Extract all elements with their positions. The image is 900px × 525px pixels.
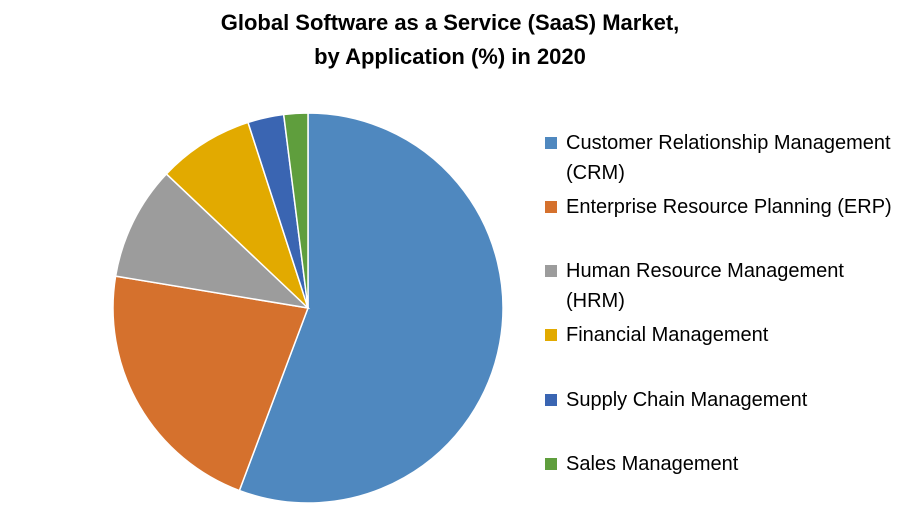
chart-title-line-1: Global Software as a Service (SaaS) Mark… (220, 10, 680, 35)
legend-swatch-supply-chain (545, 394, 557, 406)
chart-title-line-2: by Application (%) in 2020 (314, 44, 586, 69)
pie-chart (112, 112, 504, 504)
legend-label-crm: Customer Relationship Management (CRM) (566, 132, 891, 184)
pie-slice-crm (238, 112, 504, 504)
legend-swatch-crm (545, 137, 557, 149)
pie-slice-financial (165, 121, 309, 309)
pie-slice-sales (282, 112, 309, 309)
pie-slice-hrm (114, 172, 311, 310)
legend-swatch-sales (545, 458, 557, 470)
chart-title: Global Software as a Service (SaaS) Mark… (0, 6, 900, 74)
legend-label-erp: Enterprise Resource Planning (ERP) (566, 196, 892, 218)
legend-label-sales: Sales Management (566, 453, 739, 475)
legend-label-supply-chain: Supply Chain Management (566, 389, 808, 411)
pie-slice-erp (112, 275, 310, 492)
legend-swatch-financial (545, 329, 557, 341)
legend-swatch-erp (545, 201, 557, 213)
legend-label-financial: Financial Management (566, 324, 769, 346)
legend-label-hrm: Human Resource Management (HRM) (566, 260, 844, 312)
legend-swatch-hrm (545, 265, 557, 277)
